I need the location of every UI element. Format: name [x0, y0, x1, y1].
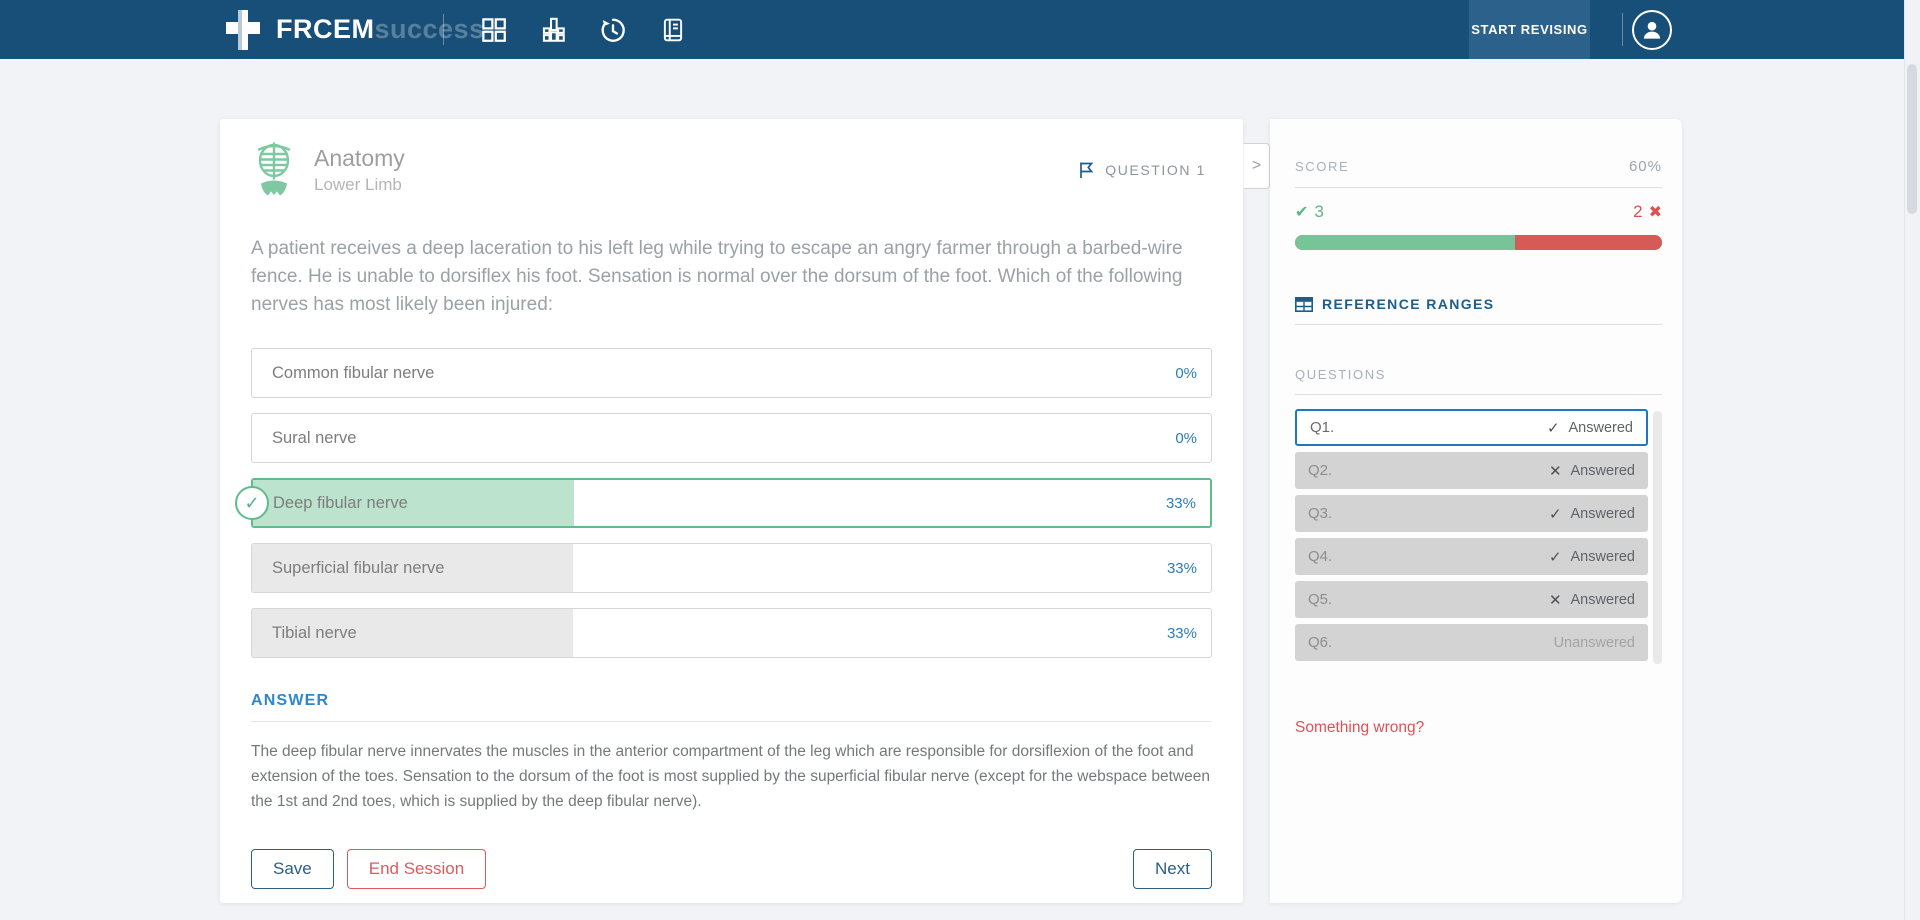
- check-icon: ✔: [1295, 204, 1309, 221]
- dashboard-grid-icon[interactable]: [471, 0, 515, 59]
- brand-text: FRCEMsuccess: [276, 14, 485, 45]
- option-percent: 33%: [1165, 494, 1196, 512]
- stats-bars-icon[interactable]: [531, 0, 575, 59]
- reference-ranges-toggle[interactable]: REFERENCE RANGES: [1295, 296, 1662, 312]
- score-progress-correct: [1295, 235, 1516, 250]
- answer-explanation: The deep fibular nerve innervates the mu…: [251, 743, 1210, 810]
- questions-label: QUESTIONS: [1295, 367, 1386, 382]
- correct-count: ✔ 3: [1295, 202, 1324, 221]
- option-percent: 33%: [1166, 559, 1197, 577]
- something-wrong-link[interactable]: Something wrong?: [1295, 719, 1425, 736]
- question-list-item-q6[interactable]: Q6. Unanswered: [1295, 624, 1648, 661]
- question-list-item-q4[interactable]: Q4. ✓ Answered: [1295, 538, 1648, 575]
- check-icon: ✓: [1546, 419, 1560, 437]
- answer-option-selected-correct[interactable]: ✓ Deep fibular nerve 33%: [235, 478, 1212, 528]
- option-percent: 0%: [1175, 429, 1197, 447]
- brand-light: success: [374, 14, 485, 44]
- question-number-wrap: QUESTION 1: [1076, 160, 1206, 180]
- category-titles: Anatomy Lower Limb: [314, 145, 1076, 195]
- flag-icon[interactable]: [1076, 160, 1096, 180]
- option-vote-fill: [252, 609, 574, 657]
- page-scrollbar-thumb[interactable]: [1907, 64, 1917, 214]
- option-label: Deep fibular nerve: [273, 493, 408, 512]
- question-card-header: Anatomy Lower Limb QUESTION 1: [251, 141, 1212, 198]
- question-list-item-q3[interactable]: Q3. ✓ Answered: [1295, 495, 1648, 532]
- start-revising-button[interactable]: START REVISING: [1469, 0, 1590, 59]
- question-status: ✕ Answered: [1548, 462, 1635, 480]
- next-button[interactable]: Next: [1133, 849, 1212, 889]
- option-percent: 33%: [1166, 624, 1197, 642]
- score-marks: ✔ 3 2 ✖: [1295, 202, 1662, 222]
- card-actions: Save End Session Next: [251, 849, 1212, 889]
- divider: [251, 721, 1212, 722]
- answer-option[interactable]: Tibial nerve 33%: [251, 608, 1212, 658]
- option-vote-fill: [253, 480, 574, 526]
- divider: [1295, 187, 1662, 188]
- answer-heading: ANSWER: [251, 692, 330, 709]
- correct-check-icon: ✓: [235, 486, 269, 520]
- option-label: Sural nerve: [272, 428, 357, 447]
- score-header: SCORE 60%: [1295, 158, 1662, 175]
- score-label: SCORE: [1295, 159, 1350, 174]
- answer-option[interactable]: Superficial fibular nerve 33%: [251, 543, 1212, 593]
- question-list-item-q1[interactable]: Q1. ✓ Answered: [1295, 409, 1648, 446]
- questions-header: QUESTIONS: [1295, 367, 1662, 382]
- option-label: Tibial nerve: [272, 623, 357, 642]
- answer-option[interactable]: Common fibular nerve 0%: [251, 348, 1212, 398]
- navbar-divider: [1622, 13, 1623, 46]
- question-number-label: QUESTION 1: [1105, 161, 1206, 178]
- score-progress-bar: [1295, 235, 1662, 250]
- sidebar-collapse-tab[interactable]: >: [1243, 143, 1270, 189]
- divider: [1295, 394, 1662, 395]
- question-status: ✓ Answered: [1548, 505, 1635, 523]
- brand-bold: FRCEM: [276, 14, 375, 44]
- cross-icon: ✖: [1648, 204, 1662, 221]
- score-value: 60%: [1628, 158, 1662, 175]
- question-status: ✓ Answered: [1546, 419, 1633, 437]
- answer-options: Common fibular nerve 0% Sural nerve 0% ✓…: [235, 348, 1212, 658]
- option-label: Superficial fibular nerve: [272, 558, 445, 577]
- cross-icon: ✕: [1548, 591, 1562, 609]
- top-navbar: FRCEMsuccess START REVISING: [0, 0, 1920, 59]
- cross-icon: ✕: [1548, 462, 1562, 480]
- reference-ranges-label: REFERENCE RANGES: [1322, 296, 1495, 312]
- incorrect-count: 2 ✖: [1633, 202, 1662, 221]
- user-avatar-button[interactable]: [1632, 10, 1672, 50]
- brand-logo[interactable]: FRCEMsuccess: [226, 0, 485, 59]
- questions-list: Q1. ✓ Answered Q2. ✕ Answered Q3. ✓ Answ…: [1295, 409, 1662, 664]
- option-vote-fill: [252, 544, 574, 592]
- question-status: ✓ Answered: [1548, 548, 1635, 566]
- score-progress-incorrect: [1515, 235, 1662, 250]
- history-icon[interactable]: [591, 0, 635, 59]
- medical-cross-icon: [226, 9, 260, 50]
- table-icon: [1295, 296, 1313, 312]
- question-text: A patient receives a deep laceration to …: [251, 238, 1183, 315]
- category-title: Anatomy: [314, 144, 405, 171]
- person-icon: [1643, 21, 1661, 39]
- category-subtitle: Lower Limb: [314, 174, 402, 194]
- question-list-item-q2[interactable]: Q2. ✕ Answered: [1295, 452, 1648, 489]
- option-percent: 0%: [1175, 364, 1197, 382]
- check-icon: ✓: [1548, 548, 1562, 566]
- question-status: Unanswered: [1553, 634, 1635, 651]
- navbar-divider: [443, 14, 444, 45]
- option-label: Common fibular nerve: [272, 363, 435, 382]
- questions-scrollbar[interactable]: [1653, 411, 1662, 664]
- question-card: > Anatomy Lower Limb: [220, 119, 1270, 903]
- answer-option[interactable]: Sural nerve 0%: [251, 413, 1212, 463]
- save-button[interactable]: Save: [251, 849, 334, 889]
- skeleton-icon: [257, 142, 291, 196]
- session-sidebar: SCORE 60% ✔ 3 2 ✖ REFERENCE RANGES QUEST…: [1270, 119, 1682, 903]
- page-scrollbar[interactable]: [1904, 0, 1920, 920]
- question-status: ✕ Answered: [1548, 591, 1635, 609]
- end-session-button[interactable]: End Session: [346, 849, 487, 889]
- chevron-right-icon: >: [1251, 157, 1262, 174]
- question-list-item-q5[interactable]: Q5. ✕ Answered: [1295, 581, 1648, 618]
- divider: [1295, 324, 1662, 325]
- check-icon: ✓: [1548, 505, 1562, 523]
- notes-book-icon[interactable]: [651, 0, 695, 59]
